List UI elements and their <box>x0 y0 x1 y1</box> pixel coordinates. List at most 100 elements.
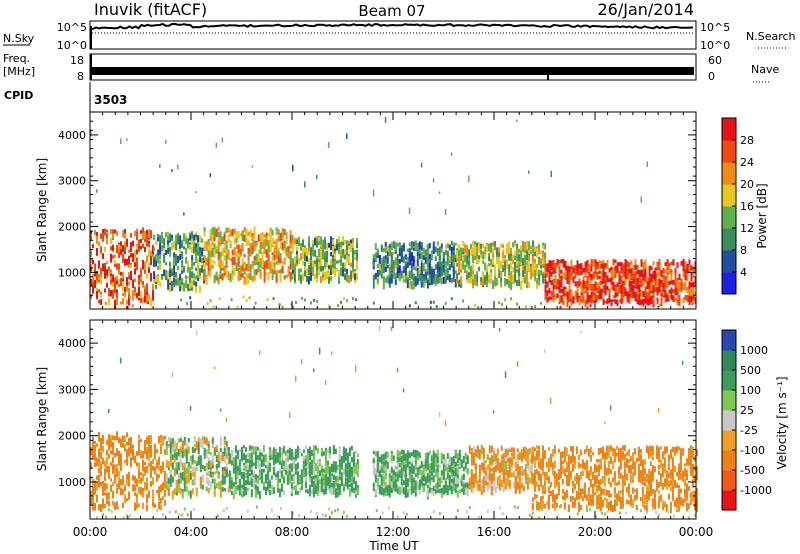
power-echo <box>191 246 194 254</box>
power-echo <box>239 233 242 237</box>
power-echo <box>271 237 274 247</box>
velocity-echo <box>344 453 347 461</box>
power-echo <box>144 231 146 238</box>
power-echo <box>102 263 104 272</box>
power-echo <box>412 274 415 280</box>
power-echo <box>181 284 184 291</box>
velocity-echo <box>484 460 487 463</box>
power-echo <box>526 264 529 272</box>
power-echo <box>257 254 260 262</box>
power-echo <box>153 247 156 251</box>
power-echo <box>223 270 226 276</box>
velocity-echo <box>356 471 359 476</box>
velocity-echo <box>130 444 132 454</box>
velocity-echo <box>148 448 150 454</box>
power-echo <box>554 293 557 300</box>
velocity-echo <box>500 471 503 475</box>
power-echo <box>664 286 667 292</box>
power-echo <box>102 228 104 235</box>
velocity-echo <box>328 478 331 485</box>
power-echo <box>354 250 356 255</box>
power-echo <box>668 266 671 275</box>
power-echo <box>466 270 469 275</box>
velocity-echo <box>205 472 208 476</box>
velocity-echo <box>400 463 403 472</box>
velocity-echo <box>106 441 108 445</box>
velocity-echo <box>324 486 327 495</box>
velocity-echo <box>300 359 303 365</box>
power-echo <box>604 300 607 304</box>
power-echo <box>251 165 254 168</box>
velocity-echo <box>132 484 134 492</box>
velocity-echo <box>252 462 255 466</box>
velocity-echo <box>524 480 527 484</box>
velocity-echo <box>516 481 519 488</box>
power-echo <box>532 256 535 263</box>
velocity-echo <box>456 509 459 513</box>
power-echo <box>408 248 411 257</box>
power-echo <box>215 276 218 281</box>
power-echo <box>508 253 511 261</box>
power-echo <box>582 295 585 303</box>
velocity-echo <box>452 456 455 463</box>
power-echo <box>512 242 515 248</box>
velocity-echo <box>436 464 439 473</box>
velocity-echo <box>108 495 110 501</box>
velocity-echo <box>516 467 519 474</box>
velocity-echo <box>348 447 351 457</box>
power-echo <box>524 257 527 266</box>
power-echo <box>138 286 140 292</box>
power-echo <box>310 272 312 281</box>
velocity-echo <box>432 450 435 456</box>
velocity-echo <box>518 466 521 474</box>
velocity-echo <box>130 460 132 464</box>
power-echo <box>201 268 204 273</box>
velocity-echo <box>193 471 196 481</box>
velocity-echo <box>165 441 168 448</box>
power-echo <box>253 243 256 251</box>
power-echo <box>278 303 281 307</box>
velocity-echo <box>314 474 317 479</box>
power-echo <box>628 273 631 281</box>
velocity-echo <box>482 457 485 463</box>
power-echo <box>390 258 393 264</box>
velocity-echo <box>104 492 106 496</box>
velocity-echo <box>492 472 495 482</box>
power-echo <box>536 267 539 277</box>
velocity-echo <box>454 476 457 484</box>
power-echo <box>486 272 489 281</box>
velocity-echo <box>428 463 431 471</box>
velocity-echo <box>225 451 228 459</box>
power-echo <box>586 260 589 266</box>
power-echo <box>392 266 395 271</box>
power-echo <box>146 229 148 236</box>
power-echo <box>283 231 286 236</box>
velocity-echo <box>90 370 92 375</box>
power-echo <box>666 259 669 264</box>
velocity-echo <box>510 447 513 452</box>
velocity-echo <box>158 495 160 501</box>
power-echo <box>416 273 419 279</box>
power-echo <box>122 253 124 262</box>
power-echo <box>692 282 695 287</box>
velocity-echo <box>308 477 311 483</box>
velocity-echo <box>390 466 393 474</box>
power-echo <box>506 247 509 255</box>
power-echo <box>310 301 312 305</box>
velocity-echo <box>352 456 355 465</box>
power-echo <box>480 254 483 258</box>
velocity-echo <box>372 450 375 455</box>
power-echo <box>448 255 451 261</box>
power-echo <box>281 265 284 273</box>
power-echo <box>255 268 258 275</box>
power-echo <box>454 258 457 263</box>
velocity-echo <box>490 486 493 496</box>
velocity-echo <box>106 483 108 490</box>
power-echo <box>614 285 617 293</box>
power-echo <box>124 290 126 297</box>
velocity-echo <box>102 434 104 443</box>
power-echo <box>544 272 547 278</box>
velocity-echo <box>260 478 263 483</box>
velocity-echo <box>177 439 180 443</box>
power-echo <box>257 249 260 257</box>
